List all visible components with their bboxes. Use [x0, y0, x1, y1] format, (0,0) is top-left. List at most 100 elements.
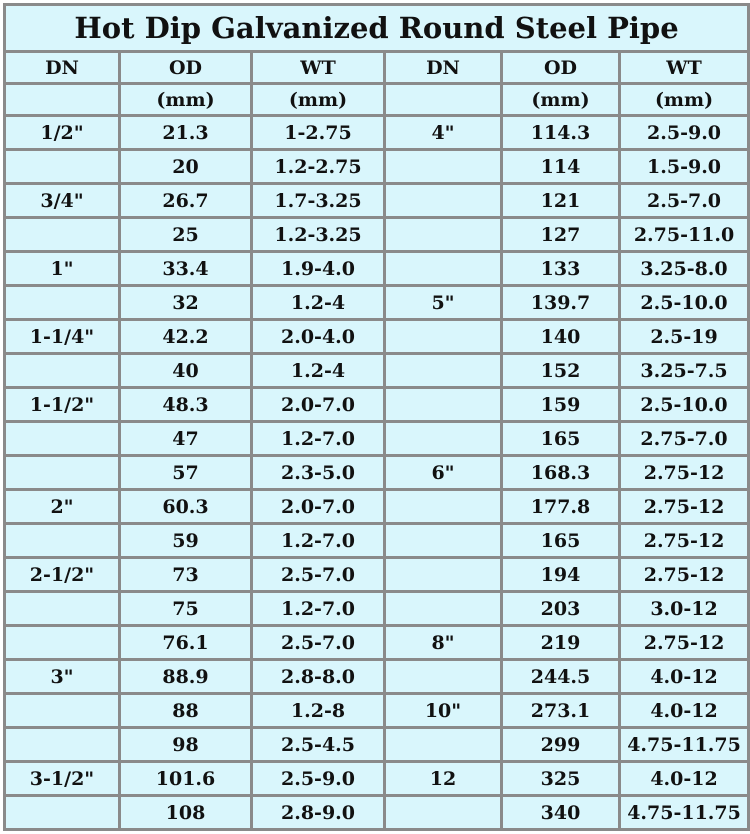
dn-cell: 4" [383, 114, 503, 151]
od-cell: 340 [500, 794, 621, 831]
od-cell: 114.3 [500, 114, 621, 151]
od-cell: 165 [500, 522, 621, 559]
wt-cell: 1.2-2.75 [250, 148, 386, 185]
dn-cell: 2-1/2" [3, 556, 121, 593]
table-row: 59 1.2-7.0 165 2.75-12 [3, 522, 750, 559]
od-cell: 108 [118, 794, 253, 831]
wt-cell: 2.0-7.0 [250, 488, 386, 525]
wt-cell: 2.75-11.0 [617, 216, 750, 253]
dn-cell [3, 624, 121, 661]
dn-cell [383, 488, 503, 525]
dn-cell: 10" [383, 692, 503, 729]
od-cell: 177.8 [500, 488, 621, 525]
header-dn: DN [383, 50, 503, 85]
wt-cell: 1.2-7.0 [250, 590, 386, 627]
od-cell: 25 [118, 216, 253, 253]
od-cell: 159 [500, 386, 621, 423]
pipe-spec-table-container: Hot Dip Galvanized Round Steel Pipe DN O… [2, 3, 750, 832]
table-row: 3-1/2" 101.6 2.5-9.0 12 325 4.0-12 [3, 760, 750, 797]
dn-cell: 3" [3, 658, 121, 695]
dn-cell [3, 284, 121, 321]
table-row: 1-1/4" 42.2 2.0-4.0 140 2.5-19 [3, 318, 750, 355]
dn-cell: 3/4" [3, 182, 121, 219]
od-cell: 325 [500, 760, 621, 797]
header-dn: DN [3, 50, 121, 85]
od-cell: 299 [500, 726, 621, 763]
wt-cell: 4.75-11.75 [617, 726, 750, 763]
dn-cell [383, 250, 503, 287]
table-row: 3/4" 26.7 1.7-3.25 121 2.5-7.0 [3, 182, 750, 219]
table-row: 1/2" 21.3 1-2.75 4" 114.3 2.5-9.0 [3, 114, 750, 151]
wt-cell: 4.0-12 [617, 760, 750, 797]
wt-cell: 1.2-3.25 [250, 216, 386, 253]
wt-cell: 2.5-7.0 [250, 624, 386, 661]
wt-cell: 1.2-8 [250, 692, 386, 729]
dn-cell [3, 692, 121, 729]
wt-cell: 1.5-9.0 [617, 148, 750, 185]
table-row: 88 1.2-8 10" 273.1 4.0-12 [3, 692, 750, 729]
od-cell: 47 [118, 420, 253, 457]
header-row: DN OD WT DN OD WT [3, 50, 750, 85]
dn-cell [383, 590, 503, 627]
header-wt: WT [617, 50, 750, 85]
od-cell: 273.1 [500, 692, 621, 729]
od-cell: 42.2 [118, 318, 253, 355]
unit-cell: (mm) [500, 82, 621, 117]
wt-cell: 1.2-4 [250, 284, 386, 321]
dn-cell [383, 556, 503, 593]
dn-cell [383, 386, 503, 423]
wt-cell: 4.75-11.75 [617, 794, 750, 831]
od-cell: 26.7 [118, 182, 253, 219]
header-od: OD [118, 50, 253, 85]
od-cell: 59 [118, 522, 253, 559]
od-cell: 133 [500, 250, 621, 287]
table-row: 76.1 2.5-7.0 8" 219 2.75-12 [3, 624, 750, 661]
table-row: 57 2.3-5.0 6" 168.3 2.75-12 [3, 454, 750, 491]
dn-cell [383, 216, 503, 253]
dn-cell [383, 658, 503, 695]
dn-cell: 1" [3, 250, 121, 287]
od-cell: 57 [118, 454, 253, 491]
unit-cell [3, 82, 121, 117]
dn-cell [383, 318, 503, 355]
wt-cell: 2.5-4.5 [250, 726, 386, 763]
od-cell: 40 [118, 352, 253, 389]
dn-cell [383, 726, 503, 763]
wt-cell: 2.5-9.0 [617, 114, 750, 151]
table-row: 25 1.2-3.25 127 2.75-11.0 [3, 216, 750, 253]
table-row: 20 1.2-2.75 114 1.5-9.0 [3, 148, 750, 185]
wt-cell: 2.75-12 [617, 556, 750, 593]
od-cell: 165 [500, 420, 621, 457]
od-cell: 194 [500, 556, 621, 593]
units-row: (mm) (mm) (mm) (mm) [3, 82, 750, 117]
dn-cell [3, 216, 121, 253]
wt-cell: 2.75-7.0 [617, 420, 750, 457]
wt-cell: 2.75-12 [617, 488, 750, 525]
wt-cell: 1.2-7.0 [250, 522, 386, 559]
wt-cell: 2.5-9.0 [250, 760, 386, 797]
table-row: 40 1.2-4 152 3.25-7.5 [3, 352, 750, 389]
wt-cell: 2.0-7.0 [250, 386, 386, 423]
wt-cell: 1.9-4.0 [250, 250, 386, 287]
wt-cell: 4.0-12 [617, 658, 750, 695]
od-cell: 139.7 [500, 284, 621, 321]
od-cell: 168.3 [500, 454, 621, 491]
od-cell: 88.9 [118, 658, 253, 695]
dn-cell: 8" [383, 624, 503, 661]
dn-cell [383, 522, 503, 559]
dn-cell: 6" [383, 454, 503, 491]
wt-cell: 1-2.75 [250, 114, 386, 151]
dn-cell [3, 794, 121, 831]
table-row: 75 1.2-7.0 203 3.0-12 [3, 590, 750, 627]
wt-cell: 2.75-12 [617, 522, 750, 559]
unit-cell [383, 82, 503, 117]
table-row: 32 1.2-4 5" 139.7 2.5-10.0 [3, 284, 750, 321]
dn-cell [3, 148, 121, 185]
od-cell: 127 [500, 216, 621, 253]
od-cell: 32 [118, 284, 253, 321]
wt-cell: 2.5-10.0 [617, 284, 750, 321]
od-cell: 76.1 [118, 624, 253, 661]
od-cell: 219 [500, 624, 621, 661]
wt-cell: 2.5-10.0 [617, 386, 750, 423]
dn-cell: 12 [383, 760, 503, 797]
